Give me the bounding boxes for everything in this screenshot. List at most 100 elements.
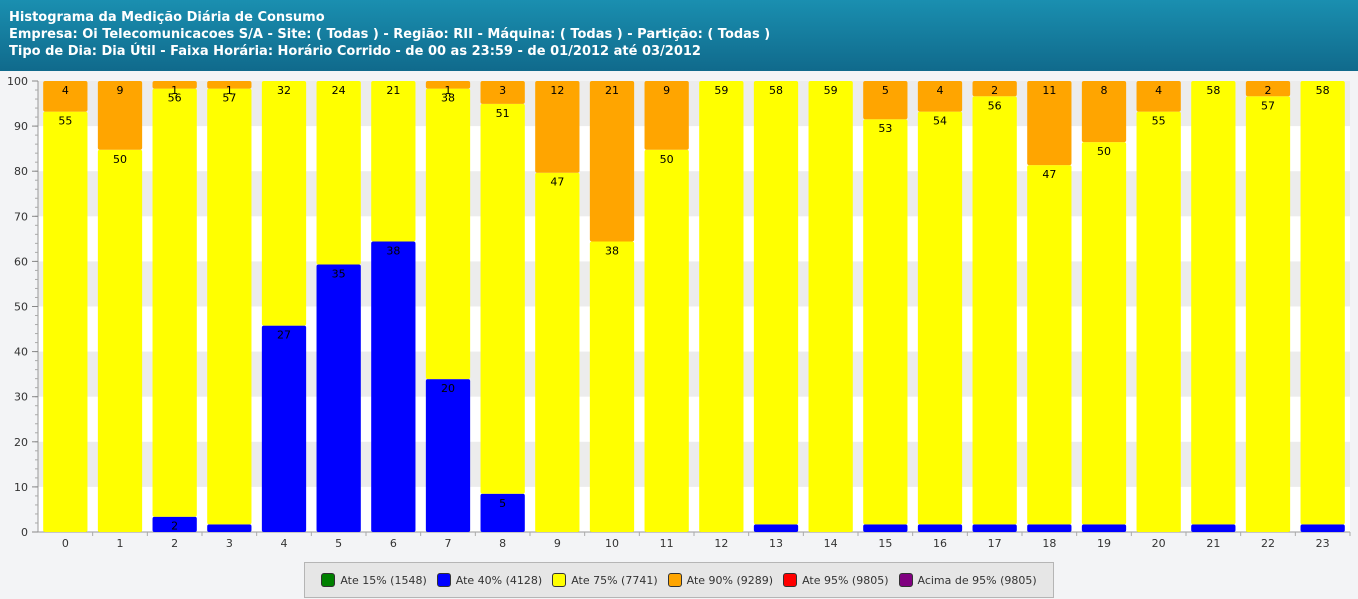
bar-segment-75 [43, 111, 88, 533]
bar-segment-90 [1245, 81, 1291, 97]
x-tick-label: 21 [1206, 537, 1220, 550]
x-tick-label: 2 [171, 537, 178, 550]
y-tick-label: 100 [7, 75, 28, 88]
bar-segment-90 [207, 81, 252, 89]
bar-data-label: 55 [1152, 115, 1166, 128]
x-tick-label: 7 [445, 537, 452, 550]
bar-data-label: 50 [113, 153, 127, 166]
legend-item-ate-95[interactable]: Ate 95% (9805) [783, 573, 889, 587]
grid-band [38, 171, 1350, 217]
bar-segment-90 [589, 81, 635, 242]
bar-segment-90 [43, 81, 88, 112]
bar-data-label: 8 [1101, 84, 1108, 97]
bar-segment-75 [97, 149, 143, 532]
x-tick-label: 10 [605, 537, 619, 550]
legend-item-acima-95[interactable]: Acima de 95% (9805) [898, 573, 1037, 587]
legend-label: Ate 90% (9289) [686, 573, 774, 587]
bar-data-label: 2 [991, 84, 998, 97]
y-tick-label: 10 [14, 481, 28, 494]
bar-data-label: 35 [332, 267, 346, 280]
bar-data-label: 9 [117, 84, 124, 97]
bar-data-label: 21 [605, 84, 619, 97]
bar-segment-90 [972, 81, 1017, 97]
legend-label: Acima de 95% (9805) [917, 573, 1037, 587]
bar-segment-90 [425, 81, 471, 89]
y-tick-label: 70 [14, 210, 28, 223]
bar-segment-75 [1300, 81, 1345, 525]
bar-segment-40 [425, 379, 471, 532]
bar-data-label: 32 [277, 84, 291, 97]
bar-segment-40 [207, 524, 252, 532]
bar-segment-90 [97, 81, 143, 150]
bar-data-label: 53 [878, 122, 892, 135]
chart-header: Histograma da Medição Diária de Consumo … [0, 0, 1358, 71]
bar-data-label: 20 [441, 382, 455, 395]
bar-segment-40 [152, 516, 197, 532]
bar-data-label: 12 [550, 84, 564, 97]
x-tick-label: 14 [824, 537, 838, 550]
bar-data-label: 11 [1042, 84, 1056, 97]
legend-label: Ate 95% (9805) [802, 573, 889, 587]
x-tick-label: 12 [714, 537, 728, 550]
legend-swatch-green [321, 573, 336, 587]
bar-segment-90 [1136, 81, 1181, 112]
bar-data-label: 38 [605, 245, 619, 258]
bar-data-label: 58 [1316, 84, 1330, 97]
x-tick-label: 8 [499, 537, 506, 550]
bar-data-label: 59 [714, 84, 728, 97]
bar-segment-40 [917, 524, 963, 532]
legend-item-ate-90[interactable]: Ate 90% (9289) [667, 573, 774, 587]
bar-segment-75 [589, 241, 635, 532]
chart-title: Histograma da Medição Diária de Consumo [9, 10, 325, 25]
bar-data-label: 57 [1261, 99, 1275, 112]
bar-data-label: 58 [1206, 84, 1220, 97]
x-tick-label: 3 [226, 537, 233, 550]
bar-segment-75 [316, 81, 361, 265]
grid-band [38, 441, 1350, 487]
bar-data-label: 24 [332, 84, 346, 97]
legend-item-ate-75[interactable]: Ate 75% (7741) [552, 573, 658, 587]
x-tick-label: 6 [390, 537, 397, 550]
x-tick-label: 19 [1097, 537, 1111, 550]
grid-band [38, 81, 1350, 127]
bar-segment-75 [753, 81, 799, 525]
legend-swatch-blue [436, 573, 451, 587]
x-tick-label: 9 [554, 537, 561, 550]
bar-segment-90 [480, 81, 525, 104]
bar-segment-75 [535, 172, 580, 532]
bar-segment-90 [644, 81, 689, 150]
bar-segment-40 [316, 264, 361, 532]
bar-segment-75 [425, 88, 471, 380]
bar-data-label: 56 [168, 92, 182, 105]
bar-segment-40 [1300, 524, 1345, 532]
legend-item-ate-15[interactable]: Ate 15% (1548) [321, 573, 427, 587]
bar-data-label: 1 [171, 84, 178, 97]
legend-swatch-yellow [552, 573, 567, 587]
bar-segment-75 [1081, 142, 1127, 525]
bar-segment-75 [1245, 96, 1291, 532]
x-tick-label: 16 [933, 537, 947, 550]
bar-segment-90 [917, 81, 963, 112]
bar-data-label: 51 [496, 107, 510, 120]
bar-data-label: 3 [499, 84, 506, 97]
chart-area: 0 10 20 30 40 50 60 70 80 90 100 0 55 4 1 50 9 2 2 56 1 3 57 1 4… [0, 71, 1358, 558]
bar-segment-75 [917, 111, 963, 525]
y-tick-label: 80 [14, 165, 28, 178]
x-tick-label: 22 [1261, 537, 1275, 550]
bar-segment-90 [152, 81, 197, 89]
bar-segment-90 [1027, 81, 1072, 166]
bar-data-label: 47 [550, 176, 564, 189]
bar-data-label: 2 [171, 520, 178, 533]
legend-label: Ate 15% (1548) [340, 573, 427, 587]
x-tick-label: 17 [988, 537, 1002, 550]
bar-segment-75 [972, 96, 1017, 525]
bar-segment-75 [1191, 81, 1236, 525]
bar-data-label: 27 [277, 329, 291, 342]
x-tick-label: 13 [769, 537, 783, 550]
bar-data-label: 9 [663, 84, 670, 97]
bar-data-label: 4 [62, 84, 69, 97]
bar-data-label: 1 [226, 84, 233, 97]
bar-segment-90 [1081, 81, 1127, 143]
legend-item-ate-40[interactable]: Ate 40% (4128) [436, 573, 542, 587]
filter-summary: Empresa: Oi Telecomunicacoes S/A - Site:… [9, 27, 771, 42]
